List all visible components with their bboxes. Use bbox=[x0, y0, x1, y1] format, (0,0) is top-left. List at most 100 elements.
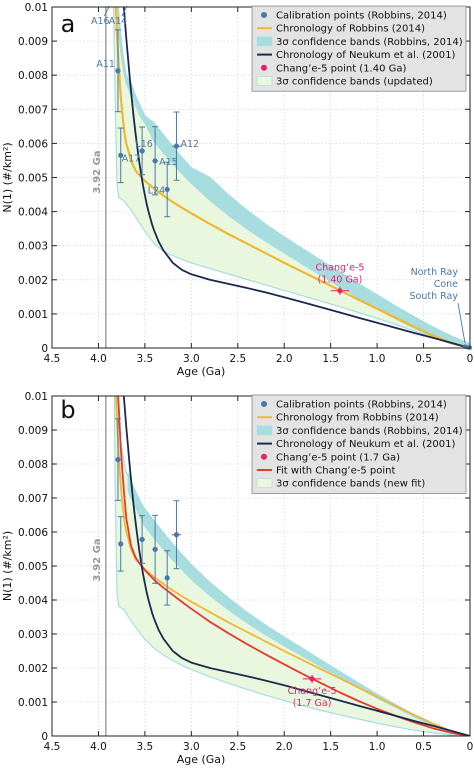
x-tick-label: 0.5 bbox=[415, 741, 432, 753]
legend-entry-label: 3σ confidence bands (new fit) bbox=[276, 479, 425, 490]
x-tick-label: 1.5 bbox=[322, 741, 339, 753]
calibration-point bbox=[114, 418, 121, 501]
y-tick-label: 0.002 bbox=[18, 275, 48, 287]
legend-box bbox=[251, 5, 467, 92]
x-tick-label: 3.5 bbox=[137, 741, 154, 753]
calibration-marker bbox=[173, 532, 180, 538]
young-point-label: North Ray bbox=[411, 267, 459, 278]
legend-swatch-band bbox=[256, 36, 273, 47]
x-tick-label: 0 bbox=[467, 741, 474, 753]
calibration-point bbox=[171, 111, 182, 181]
calibration-point bbox=[152, 514, 159, 584]
offchart-arrow bbox=[121, 5, 128, 17]
y-axis-label: N(1) (#/km²) bbox=[1, 531, 14, 601]
plot-content bbox=[112, 7, 470, 348]
y-tick-label: 0.004 bbox=[18, 595, 48, 607]
calibration-point bbox=[171, 500, 182, 570]
legend-swatch-band bbox=[256, 425, 273, 436]
calibration-label: L24 bbox=[148, 185, 165, 196]
young-point-arrow bbox=[457, 302, 466, 344]
x-tick-label: 0 bbox=[467, 353, 474, 365]
calibration-marker bbox=[118, 541, 124, 547]
x-tick-label: 3.0 bbox=[183, 741, 200, 753]
calibration-marker bbox=[139, 536, 145, 543]
x-tick-label: 4.0 bbox=[90, 353, 107, 365]
panel-letter: b bbox=[60, 396, 75, 424]
legend-entry-label: Chang’e-5 point (1.40 Ga) bbox=[276, 63, 407, 74]
x-tick-label: 4.5 bbox=[44, 741, 61, 753]
calibration-marker bbox=[164, 186, 170, 193]
y-tick-label: 0.007 bbox=[18, 493, 48, 505]
x-tick-label: 2.5 bbox=[229, 353, 246, 365]
change5-point bbox=[330, 286, 350, 295]
legend-swatch-point bbox=[261, 453, 267, 460]
series-line-robbins-line bbox=[114, 7, 470, 348]
y-tick-label: 0.007 bbox=[18, 104, 48, 116]
confidence-band-updated bbox=[112, 7, 470, 348]
y-tick-label: 0.009 bbox=[18, 425, 48, 437]
calibration-label: A11 bbox=[96, 59, 115, 70]
change5-label: Chang’e-5 bbox=[288, 686, 337, 697]
calibration-point bbox=[164, 161, 171, 218]
calibration-point bbox=[164, 550, 171, 606]
calibration-point bbox=[114, 29, 121, 113]
change5-label: Chang’e-5 bbox=[316, 263, 365, 274]
x-tick-label: 1.5 bbox=[322, 353, 339, 365]
x-tick-label: 2.0 bbox=[276, 353, 293, 365]
legend-swatch-point bbox=[261, 12, 267, 18]
y-tick-label: 0.005 bbox=[18, 561, 48, 573]
legend-swatch-band bbox=[256, 478, 273, 489]
legend: Calibration points (Robbins, 2014) Chrono… bbox=[251, 5, 467, 92]
x-tick-label: 4.5 bbox=[44, 353, 61, 365]
legend-entry-label: Chronology of Neukum et al. (2001) bbox=[276, 439, 456, 450]
x-axis-label: Age (Ga) bbox=[177, 365, 226, 378]
calibration-point bbox=[139, 515, 146, 564]
legend-entry-label: Fit with Chang’e-5 point bbox=[276, 466, 395, 477]
calibration-label: L16 bbox=[135, 139, 152, 150]
calibration-marker bbox=[139, 148, 145, 154]
y-tick-label: 0.006 bbox=[18, 138, 48, 150]
calibration-point bbox=[139, 126, 146, 176]
x-tick-label: 3.5 bbox=[137, 353, 154, 365]
legend-swatch-point bbox=[261, 401, 267, 407]
change5-point bbox=[302, 674, 322, 683]
calibration-label: A12 bbox=[180, 139, 199, 150]
young-point-label: South Ray bbox=[410, 291, 459, 302]
change5-marker bbox=[337, 288, 343, 294]
x-tick-label: 2.0 bbox=[276, 741, 293, 753]
y-tick-label: 0.006 bbox=[18, 527, 48, 539]
legend-entry-label: 3σ confidence bands (Robbins, 2014) bbox=[276, 426, 463, 437]
panel-b: 3.92 Ga Chang’e-5(1.7 Ga) 4.5 4.0 3.5 3.0 2.5 2… bbox=[1, 391, 474, 766]
y-tick-label: 0.008 bbox=[18, 459, 48, 471]
panel-letter: a bbox=[61, 10, 76, 38]
calibration-marker bbox=[173, 143, 180, 149]
x-tick-label: 3.0 bbox=[183, 353, 200, 365]
legend-entry-label: Calibration points (Robbins, 2014) bbox=[276, 400, 447, 411]
legend-entry-label: Chronology of Neukum et al. (2001) bbox=[276, 50, 456, 61]
legend-entry-label: Chronology from Robbins (2014) bbox=[276, 413, 439, 424]
calibration-point bbox=[117, 516, 124, 572]
y-tick-label: 0.009 bbox=[18, 36, 48, 48]
calibration-marker bbox=[152, 546, 158, 552]
calibration-marker bbox=[115, 456, 121, 463]
x-tick-label: 0.5 bbox=[415, 353, 432, 365]
confidence-band-robbins bbox=[117, 7, 470, 348]
calibration-marker bbox=[115, 68, 121, 74]
legend-entry-label: Chang’e-5 point (1.7 Ga) bbox=[276, 452, 400, 463]
y-tick-label: 0.01 bbox=[25, 391, 48, 403]
vline-label: 3.92 Ga bbox=[92, 538, 103, 581]
y-tick-label: 0.002 bbox=[18, 663, 48, 675]
plot-content bbox=[113, 396, 470, 736]
calibration-point bbox=[117, 127, 124, 184]
offchart-arrow bbox=[103, 5, 110, 17]
offchart-label: A16 bbox=[91, 16, 110, 27]
young-point-label: Cone bbox=[434, 279, 458, 290]
calibration-marker bbox=[152, 158, 158, 164]
series-line-fit-line bbox=[117, 396, 470, 736]
legend-box bbox=[251, 394, 467, 494]
x-tick-label: 2.5 bbox=[229, 741, 246, 753]
y-tick-label: 0.003 bbox=[18, 241, 48, 253]
legend: Calibration points (Robbins, 2014) Chrono… bbox=[251, 394, 467, 494]
legend-entry-label: 3σ confidence bands (Robbins, 2014) bbox=[276, 37, 463, 48]
